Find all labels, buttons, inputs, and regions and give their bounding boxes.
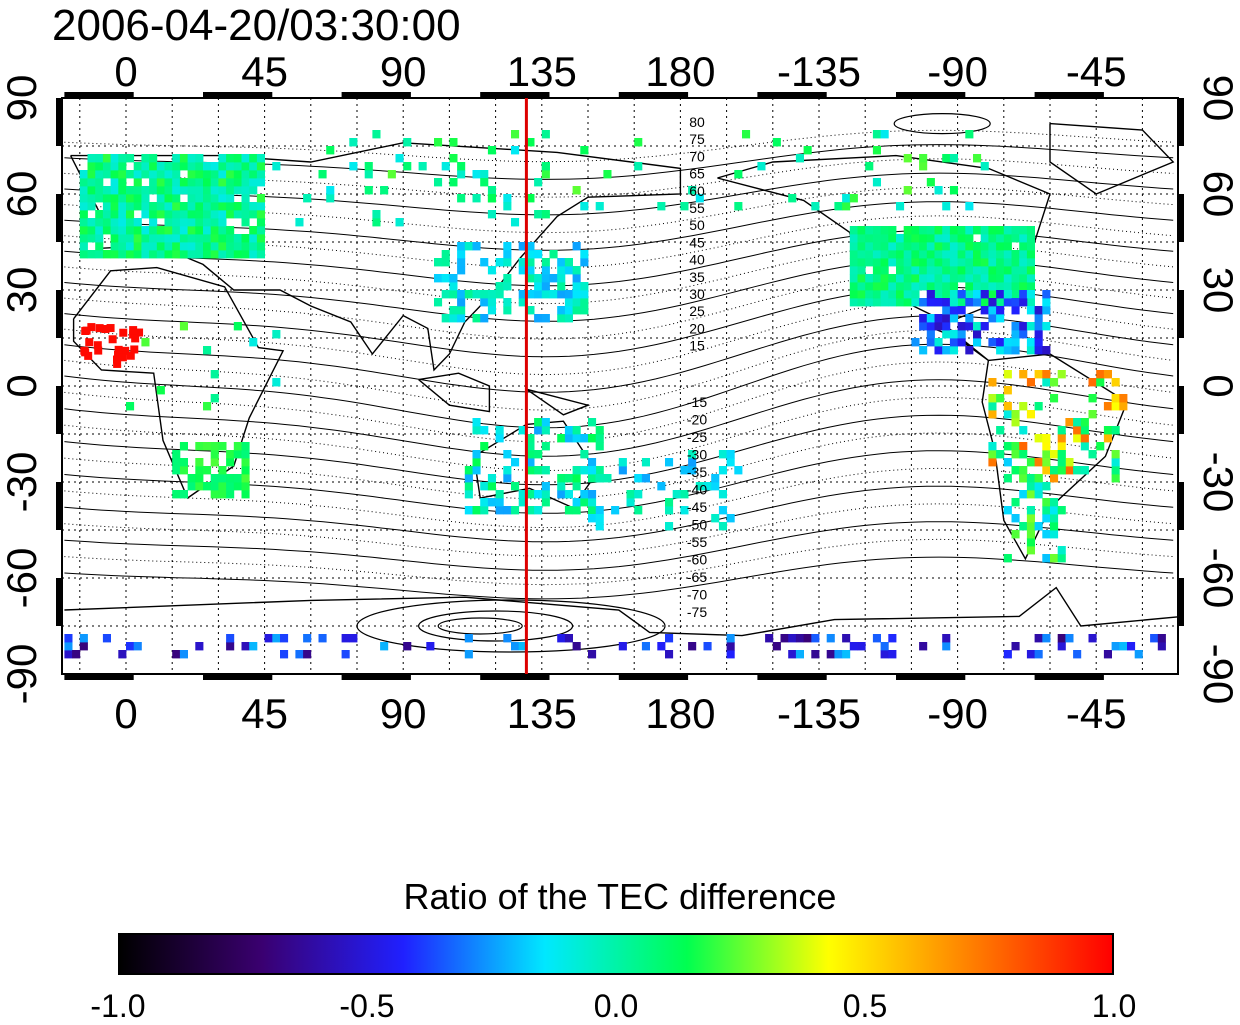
left-lat-label: 30 [0,267,45,314]
bottom-lon-label: 135 [507,690,577,737]
colorbar-tick-label: 0.0 [593,988,639,1024]
contour-label: -55 [687,534,707,550]
right-lat-label: -60 [1195,548,1240,609]
left-lat-label: 90 [0,75,45,122]
right-lat-label: -30 [1195,452,1240,513]
left-lat-label: 60 [0,171,45,218]
right-lat-label: 90 [1195,75,1240,122]
bottom-lon-label: -135 [777,690,861,737]
bottom-longitude-labels: 0 45 90 135 180 -135 -90 -45 [114,690,1126,737]
axis-bars [56,92,1184,680]
contour-label: 30 [689,286,705,302]
contour-label: 60 [689,183,705,199]
top-lon-label: 90 [380,48,427,95]
top-lon-label: 45 [241,48,288,95]
tec-data-cells [64,130,1166,659]
bottom-lon-label: 90 [380,690,427,737]
contour-label: -75 [687,604,707,620]
top-lon-label: -135 [777,48,861,95]
top-lon-label: -45 [1066,48,1127,95]
contour-label: -60 [687,552,707,568]
contour-label: -30 [687,447,707,463]
right-lat-label: 30 [1195,267,1240,314]
contour-label: 80 [689,114,705,130]
contour-label: -25 [687,429,707,445]
contour-label: 50 [689,217,705,233]
colorbar-tick-label: -0.5 [339,988,395,1024]
contour-label: 35 [689,269,705,285]
contour-label: 65 [689,166,705,182]
right-lat-label: 0 [1195,374,1240,397]
bottom-lon-label: 45 [241,690,288,737]
contour-label: 40 [689,252,705,268]
contour-label: 15 [689,338,705,354]
colorbar-title: Ratio of the TEC difference [403,876,837,917]
top-lon-label: 135 [507,48,577,95]
contour-label: 45 [689,234,705,250]
contour-label: -45 [687,499,707,515]
right-latitude-labels: 90 60 30 0 -30 -60 -90 [1195,75,1240,705]
bottom-lon-label: -90 [927,690,988,737]
right-lat-label: 60 [1195,171,1240,218]
contour-label: 70 [689,148,705,164]
colorbar-tick-label: -1.0 [90,988,146,1024]
contour-label: -40 [687,482,707,498]
left-lat-label: -60 [0,548,45,609]
contour-label: 75 [689,131,705,147]
contour-label: -15 [687,394,707,410]
top-lon-label: 180 [645,48,715,95]
contour-label: 20 [689,320,705,336]
right-lat-label: -90 [1195,644,1240,705]
top-lon-label: -90 [927,48,988,95]
contour-label: 55 [689,200,705,216]
left-lat-label: -30 [0,452,45,513]
contour-label: -65 [687,569,707,585]
timestamp-title: 2006-04-20/03:30:00 [52,1,461,50]
top-lon-label: 0 [114,48,137,95]
left-latitude-labels: 90 60 30 0 -30 -60 -90 [0,75,45,705]
colorbar-tick-label: 0.5 [842,988,888,1024]
colorbar [118,933,1114,975]
left-lat-label: -90 [0,644,45,705]
contour-label: -35 [687,464,707,480]
contour-label: -50 [687,517,707,533]
contour-label: -70 [687,587,707,603]
colorbar-tick-label: 1.0 [1091,988,1137,1024]
top-longitude-labels: 0 45 90 135 180 -135 -90 -45 [114,48,1126,95]
bottom-lon-label: 0 [114,690,137,737]
contour-label: 25 [689,303,705,319]
bottom-lon-label: 180 [645,690,715,737]
contour-label: -20 [687,412,707,428]
left-lat-label: 0 [0,374,45,397]
bottom-lon-label: -45 [1066,690,1127,737]
